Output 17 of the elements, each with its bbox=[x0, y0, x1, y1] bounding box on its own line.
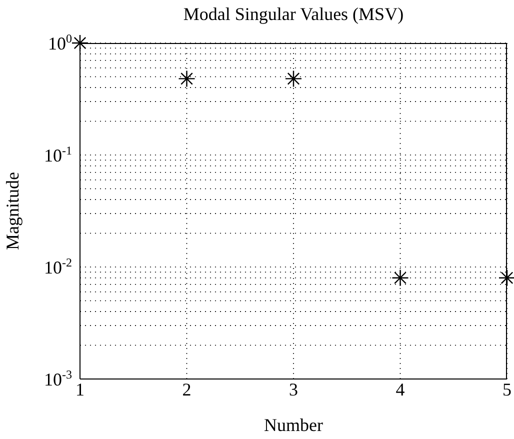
x-tick-label: 1 bbox=[76, 379, 84, 400]
x-axis-title: Number bbox=[264, 415, 323, 435]
y-tick-label: 10$^{-1}$ bbox=[44, 143, 72, 166]
chart-title: Modal Singular Values (MSV) bbox=[182, 4, 405, 25]
y-axis-title: Magnitude bbox=[2, 172, 22, 250]
x-tick-label: 5 bbox=[502, 379, 512, 400]
x-tick-label: 3 bbox=[289, 379, 298, 400]
y-tick-label: 10$^{-3}$ bbox=[44, 367, 72, 390]
point bbox=[392, 269, 409, 286]
x-tick-label: 2 bbox=[182, 379, 192, 400]
point bbox=[284, 70, 302, 88]
point bbox=[498, 269, 514, 286]
point bbox=[178, 70, 196, 88]
point bbox=[71, 34, 89, 52]
y-tick-label: 10$^{-2}$ bbox=[44, 255, 72, 278]
x-tick-label: 4 bbox=[396, 379, 405, 400]
y-tick-label: 10$^{0}$ bbox=[48, 31, 72, 54]
